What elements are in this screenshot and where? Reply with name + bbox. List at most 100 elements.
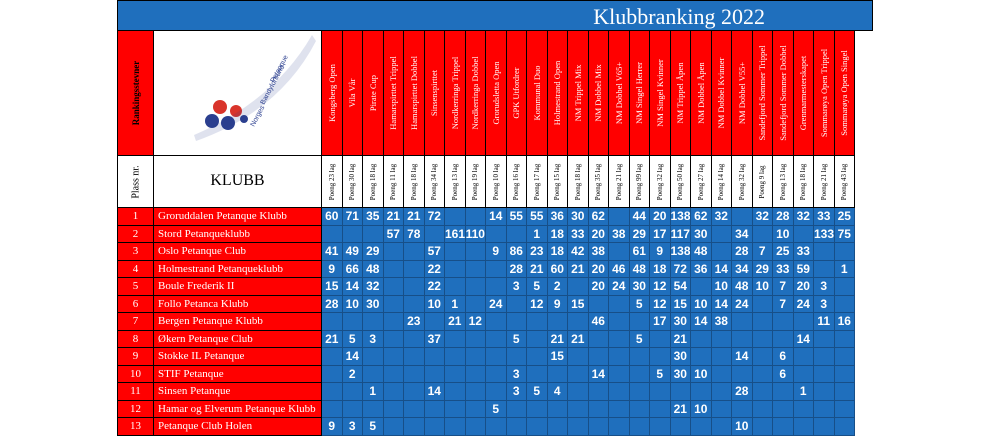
event-header-24: Grenmarmesterskapet [793, 31, 814, 156]
event-points-label-12: Poeng 15 lag [553, 163, 562, 200]
score-value: 78 [407, 226, 421, 241]
score-cell [752, 400, 773, 418]
score-value: 18 [653, 261, 667, 276]
score-cell [486, 348, 507, 366]
score-cell [506, 400, 527, 418]
rank-cell-3: 3 [117, 243, 154, 261]
score-cell [322, 225, 343, 243]
score-value: 21 [407, 209, 421, 223]
score-cell [506, 225, 527, 243]
score-cell [547, 400, 568, 418]
score-cell [568, 365, 589, 383]
score-cell: 38 [588, 243, 609, 261]
event-points-8: Poeng 19 lag [465, 156, 486, 208]
score-value: 12 [653, 279, 667, 293]
score-cell: 14 [342, 278, 363, 296]
score-cell [609, 295, 630, 313]
score-cell: 14 [691, 313, 712, 331]
event-name-1: Kongsberg Open [326, 64, 337, 122]
score-cell [322, 400, 343, 418]
score-cell: 54 [670, 278, 691, 296]
event-points-6: Poeng 34 lag [424, 156, 445, 208]
score-value: 14 [694, 314, 708, 328]
event-points-20: Poeng 14 lag [711, 156, 732, 208]
score-cell: 5 [527, 278, 548, 296]
event-points-label-16: Poeng 99 lag [635, 163, 644, 200]
score-cell: 24 [793, 295, 814, 313]
club-cell-9: Stokke IL Petanque [154, 348, 322, 366]
score-cell [527, 365, 548, 383]
score-value: 20 [653, 209, 667, 223]
event-points-label-19: Poeng 27 lag [696, 163, 705, 200]
event-points-label-24: Poeng 18 lag [799, 163, 808, 200]
event-header-3: Pirate Cup [363, 31, 384, 156]
score-cell: 55 [527, 208, 548, 226]
score-cell [486, 260, 507, 278]
score-cell: 10 [691, 365, 712, 383]
score-cell [465, 243, 486, 261]
score-cell [465, 330, 486, 348]
score-cell [445, 243, 466, 261]
score-cell [711, 243, 732, 261]
plass-label: Plass nr. [130, 164, 141, 199]
score-cell [486, 365, 507, 383]
score-value: 12 [653, 296, 667, 311]
score-cell [322, 313, 343, 331]
score-cell: 9 [547, 295, 568, 313]
event-header-11: Kommunal Duo [527, 31, 548, 156]
event-header-21: NM Dobbel V55+ [732, 31, 753, 156]
score-cell: 72 [670, 260, 691, 278]
score-cell: 46 [609, 260, 630, 278]
score-cell: 5 [629, 330, 650, 348]
score-value: 33 [817, 209, 831, 223]
score-cell: 12 [650, 295, 671, 313]
score-value: 20 [591, 226, 605, 241]
rank-number: 3 [132, 245, 139, 257]
score-cell [424, 365, 445, 383]
score-cell: 29 [752, 260, 773, 278]
event-name-10: GPK Utfordrer [511, 67, 522, 119]
score-cell: 14 [711, 260, 732, 278]
klubb-label: KLUBB [210, 172, 265, 189]
event-header-19: NM Dobbel Åpen [691, 31, 712, 156]
score-cell: 23 [404, 313, 425, 331]
score-cell: 22 [424, 278, 445, 296]
event-name-4: Hamarspirttet Trippel [388, 56, 399, 130]
score-cell: 25 [773, 243, 794, 261]
rank-cell-9: 9 [117, 348, 154, 366]
event-name-16: NM Singel Herrer [634, 62, 645, 124]
rank-cell-6: 6 [117, 295, 154, 313]
score-cell: 30 [670, 365, 691, 383]
score-cell [486, 313, 507, 331]
score-value: 28 [735, 384, 749, 398]
score-value: 86 [509, 244, 523, 258]
score-cell [814, 260, 835, 278]
score-cell [834, 295, 855, 313]
score-cell: 18 [547, 225, 568, 243]
score-cell: 9 [322, 418, 343, 436]
score-cell [773, 313, 794, 331]
score-cell [527, 348, 548, 366]
score-value: 5 [635, 331, 643, 346]
score-cell [834, 330, 855, 348]
score-value: 133 [814, 226, 835, 241]
event-points-label-7: Poeng 13 lag [450, 163, 459, 200]
score-cell: 62 [691, 208, 712, 226]
score-cell [527, 418, 548, 436]
rank-cell-11: 11 [117, 383, 154, 401]
club-cell-10: STIF Petanque [154, 365, 322, 383]
score-cell [609, 208, 630, 226]
score-cell: 30 [629, 278, 650, 296]
score-cell [732, 313, 753, 331]
club-name: Petanque Club Holen [158, 420, 253, 432]
event-points-label-4: Poeng 11 lag [389, 163, 398, 200]
score-cell [404, 400, 425, 418]
score-cell: 22 [424, 260, 445, 278]
score-cell [732, 208, 753, 226]
score-cell [650, 330, 671, 348]
score-value: 10 [345, 296, 359, 311]
score-cell: 49 [342, 243, 363, 261]
score-cell: 1 [834, 260, 855, 278]
score-value: 29 [366, 244, 380, 258]
score-cell [465, 278, 486, 296]
